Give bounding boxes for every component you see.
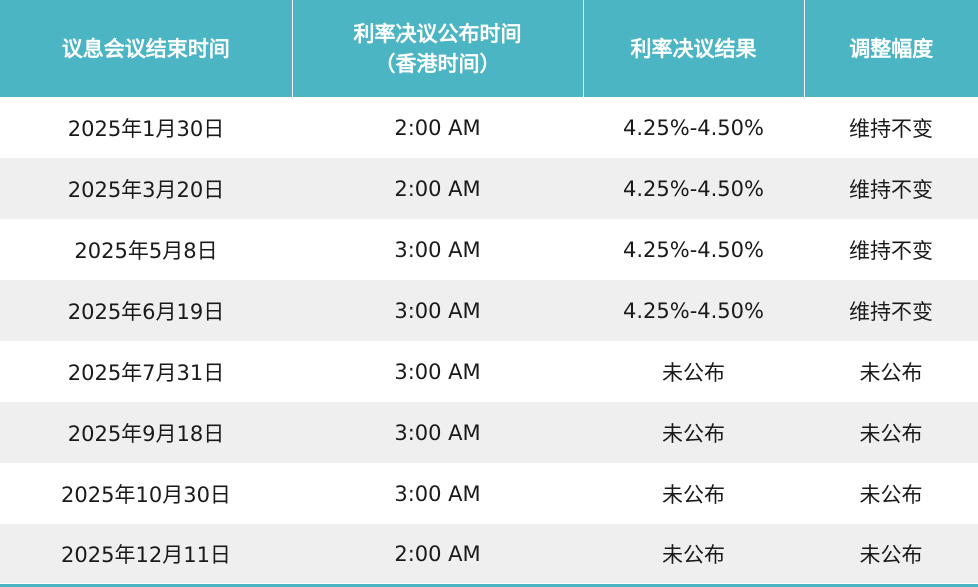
cell-change: 维持不变 [804,280,978,341]
cell-time: 2:00 AM [292,97,583,158]
cell-date: 2025年5月8日 [0,219,292,280]
header-rate-decision-label: 利率决议结果 [630,36,757,61]
header-meeting-end-date-label: 议息会议结束时间 [61,36,230,61]
header-adjustment: 调整幅度 [804,0,978,97]
cell-date: 2025年3月20日 [0,158,292,219]
cell-result: 未公布 [583,402,804,463]
header-adjustment-label: 调整幅度 [849,36,934,61]
table-row: 2025年9月18日 3:00 AM 未公布 未公布 [0,402,978,463]
cell-time: 3:00 AM [292,280,583,341]
cell-change: 未公布 [804,524,978,583]
cell-change: 未公布 [804,463,978,524]
header-announcement-time-label: 利率决议公布时间 [353,21,522,46]
header-announcement-time-sublabel: （香港时间） [374,51,501,76]
cell-change: 未公布 [804,402,978,463]
cell-time: 2:00 AM [292,158,583,219]
cell-change: 维持不变 [804,158,978,219]
cell-result: 4.25%-4.50% [583,219,804,280]
cell-change: 未公布 [804,341,978,402]
cell-date: 2025年1月30日 [0,97,292,158]
table-row: 2025年5月8日 3:00 AM 4.25%-4.50% 维持不变 [0,219,978,280]
cell-change: 维持不变 [804,219,978,280]
cell-time: 3:00 AM [292,463,583,524]
cell-result: 4.25%-4.50% [583,158,804,219]
cell-result: 4.25%-4.50% [583,97,804,158]
cell-time: 3:00 AM [292,341,583,402]
cell-date: 2025年12月11日 [0,524,292,583]
cell-date: 2025年9月18日 [0,402,292,463]
cell-time: 3:00 AM [292,219,583,280]
cell-date: 2025年10月30日 [0,463,292,524]
cell-date: 2025年6月19日 [0,280,292,341]
table-row: 2025年6月19日 3:00 AM 4.25%-4.50% 维持不变 [0,280,978,341]
table-body: 2025年1月30日 2:00 AM 4.25%-4.50% 维持不变 2025… [0,97,978,583]
cell-result: 未公布 [583,341,804,402]
cell-change: 维持不变 [804,97,978,158]
header-rate-decision: 利率决议结果 [583,0,805,97]
header-meeting-end-date: 议息会议结束时间 [0,0,293,97]
cell-result: 未公布 [583,463,804,524]
cell-result: 未公布 [583,524,804,583]
table-row: 2025年7月31日 3:00 AM 未公布 未公布 [0,341,978,402]
cell-time: 2:00 AM [292,524,583,583]
table-row: 2025年10月30日 3:00 AM 未公布 未公布 [0,463,978,524]
cell-time: 3:00 AM [292,402,583,463]
table-row: 2025年12月11日 2:00 AM 未公布 未公布 [0,524,978,583]
cell-date: 2025年7月31日 [0,341,292,402]
header-announcement-time: 利率决议公布时间 （香港时间） [292,0,584,97]
header-row: 议息会议结束时间 利率决议公布时间 （香港时间） 利率决议结果 调整幅度 [0,0,978,97]
table-row: 2025年1月30日 2:00 AM 4.25%-4.50% 维持不变 [0,97,978,158]
table-row: 2025年3月20日 2:00 AM 4.25%-4.50% 维持不变 [0,158,978,219]
table-header: 议息会议结束时间 利率决议公布时间 （香港时间） 利率决议结果 调整幅度 [0,0,978,97]
cell-result: 4.25%-4.50% [583,280,804,341]
